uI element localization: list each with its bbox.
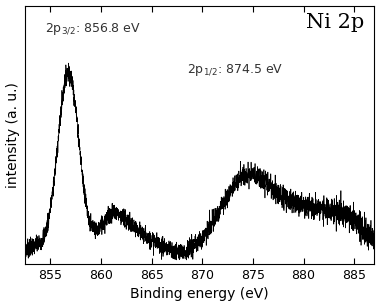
Text: 2p$_{3/2}$: 856.8 eV: 2p$_{3/2}$: 856.8 eV	[45, 21, 141, 37]
Y-axis label: intensity (a. u.): intensity (a. u.)	[6, 82, 19, 188]
Text: Ni 2p: Ni 2p	[306, 13, 364, 32]
X-axis label: Binding energy (eV): Binding energy (eV)	[130, 287, 269, 301]
Text: 2p$_{1/2}$: 874.5 eV: 2p$_{1/2}$: 874.5 eV	[187, 62, 283, 78]
